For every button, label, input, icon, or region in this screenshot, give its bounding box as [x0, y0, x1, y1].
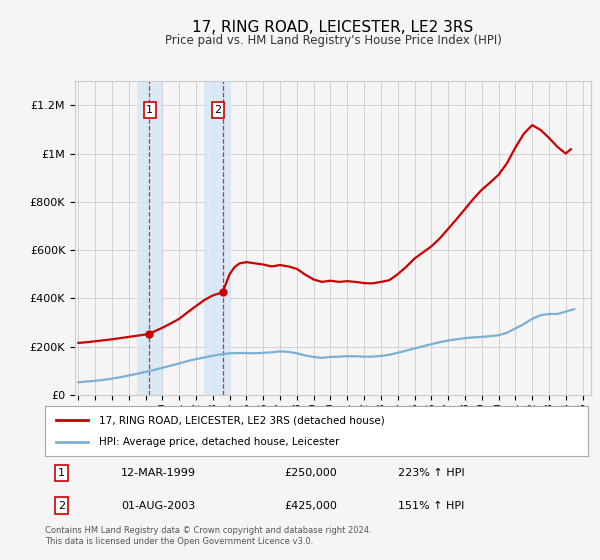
Text: Price paid vs. HM Land Registry's House Price Index (HPI): Price paid vs. HM Land Registry's House …: [164, 34, 502, 46]
Text: 151% ↑ HPI: 151% ↑ HPI: [398, 501, 464, 511]
Text: 12-MAR-1999: 12-MAR-1999: [121, 468, 196, 478]
Text: 223% ↑ HPI: 223% ↑ HPI: [398, 468, 464, 478]
Text: £425,000: £425,000: [284, 501, 337, 511]
Text: 1: 1: [146, 105, 153, 115]
Bar: [205, 81, 232, 395]
Bar: [137, 81, 163, 395]
Text: 17, RING ROAD, LEICESTER, LE2 3RS (detached house): 17, RING ROAD, LEICESTER, LE2 3RS (detac…: [100, 415, 385, 425]
Text: 01-AUG-2003: 01-AUG-2003: [121, 501, 195, 511]
Text: Contains HM Land Registry data © Crown copyright and database right 2024.
This d: Contains HM Land Registry data © Crown c…: [45, 526, 371, 546]
Text: 17, RING ROAD, LEICESTER, LE2 3RS: 17, RING ROAD, LEICESTER, LE2 3RS: [193, 20, 473, 35]
Text: HPI: Average price, detached house, Leicester: HPI: Average price, detached house, Leic…: [100, 437, 340, 447]
Text: 2: 2: [58, 501, 65, 511]
Text: £250,000: £250,000: [284, 468, 337, 478]
Text: 2: 2: [214, 105, 221, 115]
Text: 1: 1: [58, 468, 65, 478]
